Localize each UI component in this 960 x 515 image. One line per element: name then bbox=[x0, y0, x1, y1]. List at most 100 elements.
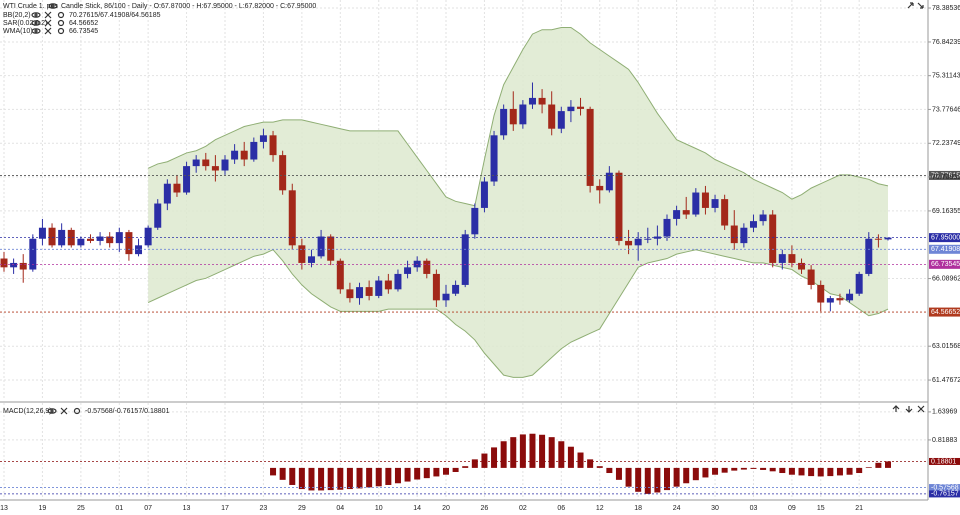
candle-body bbox=[807, 269, 815, 285]
candle-body bbox=[384, 280, 392, 290]
indicator-name: WMA(10) bbox=[3, 28, 33, 35]
candle-body bbox=[356, 287, 364, 299]
candle-body bbox=[394, 273, 402, 290]
candle-body bbox=[173, 183, 181, 193]
x-tick-label: 02 bbox=[519, 505, 527, 512]
close-icon[interactable] bbox=[44, 19, 52, 27]
macd-bar bbox=[567, 446, 574, 468]
y-tick-label: 72.23749 bbox=[932, 140, 960, 147]
macd-bar bbox=[270, 467, 277, 476]
settings-icon[interactable] bbox=[57, 19, 65, 27]
candle-body bbox=[211, 166, 219, 171]
x-tick-label: 18 bbox=[634, 505, 642, 512]
level-label: 66.73545 bbox=[931, 261, 960, 268]
macd-bar bbox=[654, 467, 661, 493]
macd-bar bbox=[481, 453, 488, 468]
candle-body bbox=[231, 150, 239, 160]
close-icon[interactable] bbox=[44, 27, 52, 35]
settings-icon[interactable] bbox=[57, 27, 65, 35]
candle-body bbox=[692, 192, 700, 215]
panel-controls[interactable] bbox=[907, 2, 924, 9]
x-tick-label: 29 bbox=[298, 505, 306, 512]
candle-body bbox=[135, 245, 143, 255]
candle-body bbox=[336, 260, 344, 290]
candle-body bbox=[663, 218, 671, 237]
close-icon[interactable] bbox=[60, 407, 68, 415]
macd-bar bbox=[356, 467, 363, 489]
macd-bar bbox=[827, 467, 834, 477]
macd-bar bbox=[510, 437, 517, 468]
macd-bar bbox=[318, 467, 325, 491]
eye-icon[interactable] bbox=[31, 12, 41, 18]
panel-controls[interactable] bbox=[892, 405, 925, 413]
level-label: 67.95000 bbox=[931, 234, 960, 241]
candle-body bbox=[615, 172, 623, 241]
candle-body bbox=[711, 199, 719, 208]
y-tick-label: 75.31143 bbox=[932, 72, 960, 79]
macd-bar bbox=[798, 467, 805, 476]
settings-icon[interactable] bbox=[73, 407, 81, 415]
candle-body bbox=[67, 229, 75, 246]
macd-bar bbox=[423, 467, 430, 479]
macd-bar bbox=[433, 467, 440, 477]
band-line bbox=[147, 249, 889, 378]
x-tick-label: 23 bbox=[260, 505, 268, 512]
macd-bar bbox=[750, 467, 757, 469]
macd-bar bbox=[673, 467, 680, 487]
candle-body bbox=[538, 97, 546, 105]
macd-bar bbox=[856, 467, 863, 474]
macd-bar bbox=[519, 434, 526, 468]
macd-bar bbox=[865, 467, 872, 468]
candle-body bbox=[490, 135, 498, 182]
level-label: 0.18801 bbox=[931, 458, 956, 465]
macd-bar bbox=[462, 466, 469, 468]
eye-icon[interactable] bbox=[48, 3, 58, 9]
level-label: -0.76157 bbox=[931, 491, 959, 498]
candle-body bbox=[855, 273, 863, 294]
band-area bbox=[148, 27, 888, 378]
candle-body bbox=[288, 190, 296, 246]
candle-body bbox=[0, 258, 8, 268]
close-icon[interactable] bbox=[44, 11, 52, 19]
candle-body bbox=[423, 260, 431, 274]
band-layer bbox=[147, 27, 889, 378]
settings-icon[interactable] bbox=[57, 11, 65, 19]
macd-bar bbox=[788, 467, 795, 475]
macd-bar bbox=[491, 447, 498, 468]
macd-bar bbox=[452, 467, 459, 472]
candle-body bbox=[884, 237, 892, 240]
candle-body bbox=[192, 159, 200, 167]
macd-bar bbox=[808, 467, 815, 477]
macd-bar bbox=[308, 467, 315, 491]
candle-body bbox=[625, 240, 633, 246]
macd-bar bbox=[337, 467, 344, 490]
macd-bar bbox=[548, 437, 555, 468]
macd-bar bbox=[740, 467, 747, 470]
x-tick-label: 19 bbox=[39, 505, 47, 512]
x-tick-label: 07 bbox=[144, 505, 152, 512]
candle-body bbox=[500, 108, 508, 136]
candle-body bbox=[432, 273, 440, 301]
candle-body bbox=[77, 238, 85, 246]
eye-icon[interactable] bbox=[47, 408, 57, 414]
macd-bar bbox=[375, 467, 382, 487]
candle-body bbox=[307, 256, 315, 263]
levels-layer: 70.77615 67.95000 67.41908 66.73545 64.56652… bbox=[0, 170, 960, 498]
macd-header: MACD(12,26,9) -0.57568/-0.76157/0.18801 bbox=[3, 405, 925, 415]
candle-body bbox=[846, 293, 854, 301]
candle-body bbox=[548, 104, 556, 129]
indicator-name: MACD(12,26,9) bbox=[3, 408, 52, 415]
x-tick-label: 12 bbox=[596, 505, 604, 512]
candle-body bbox=[634, 238, 642, 246]
candle-body bbox=[749, 221, 757, 228]
candle-body bbox=[471, 207, 479, 235]
candle-body bbox=[346, 289, 354, 299]
level-label: 70.77615 bbox=[931, 172, 960, 179]
eye-icon[interactable] bbox=[31, 28, 41, 34]
macd-bar bbox=[683, 467, 690, 484]
y-tick-label: 78.38536 bbox=[932, 5, 960, 12]
eye-icon[interactable] bbox=[31, 20, 41, 26]
x-tick-label: 09 bbox=[788, 505, 796, 512]
macd-bar bbox=[721, 467, 728, 473]
macd-bar bbox=[615, 467, 622, 480]
